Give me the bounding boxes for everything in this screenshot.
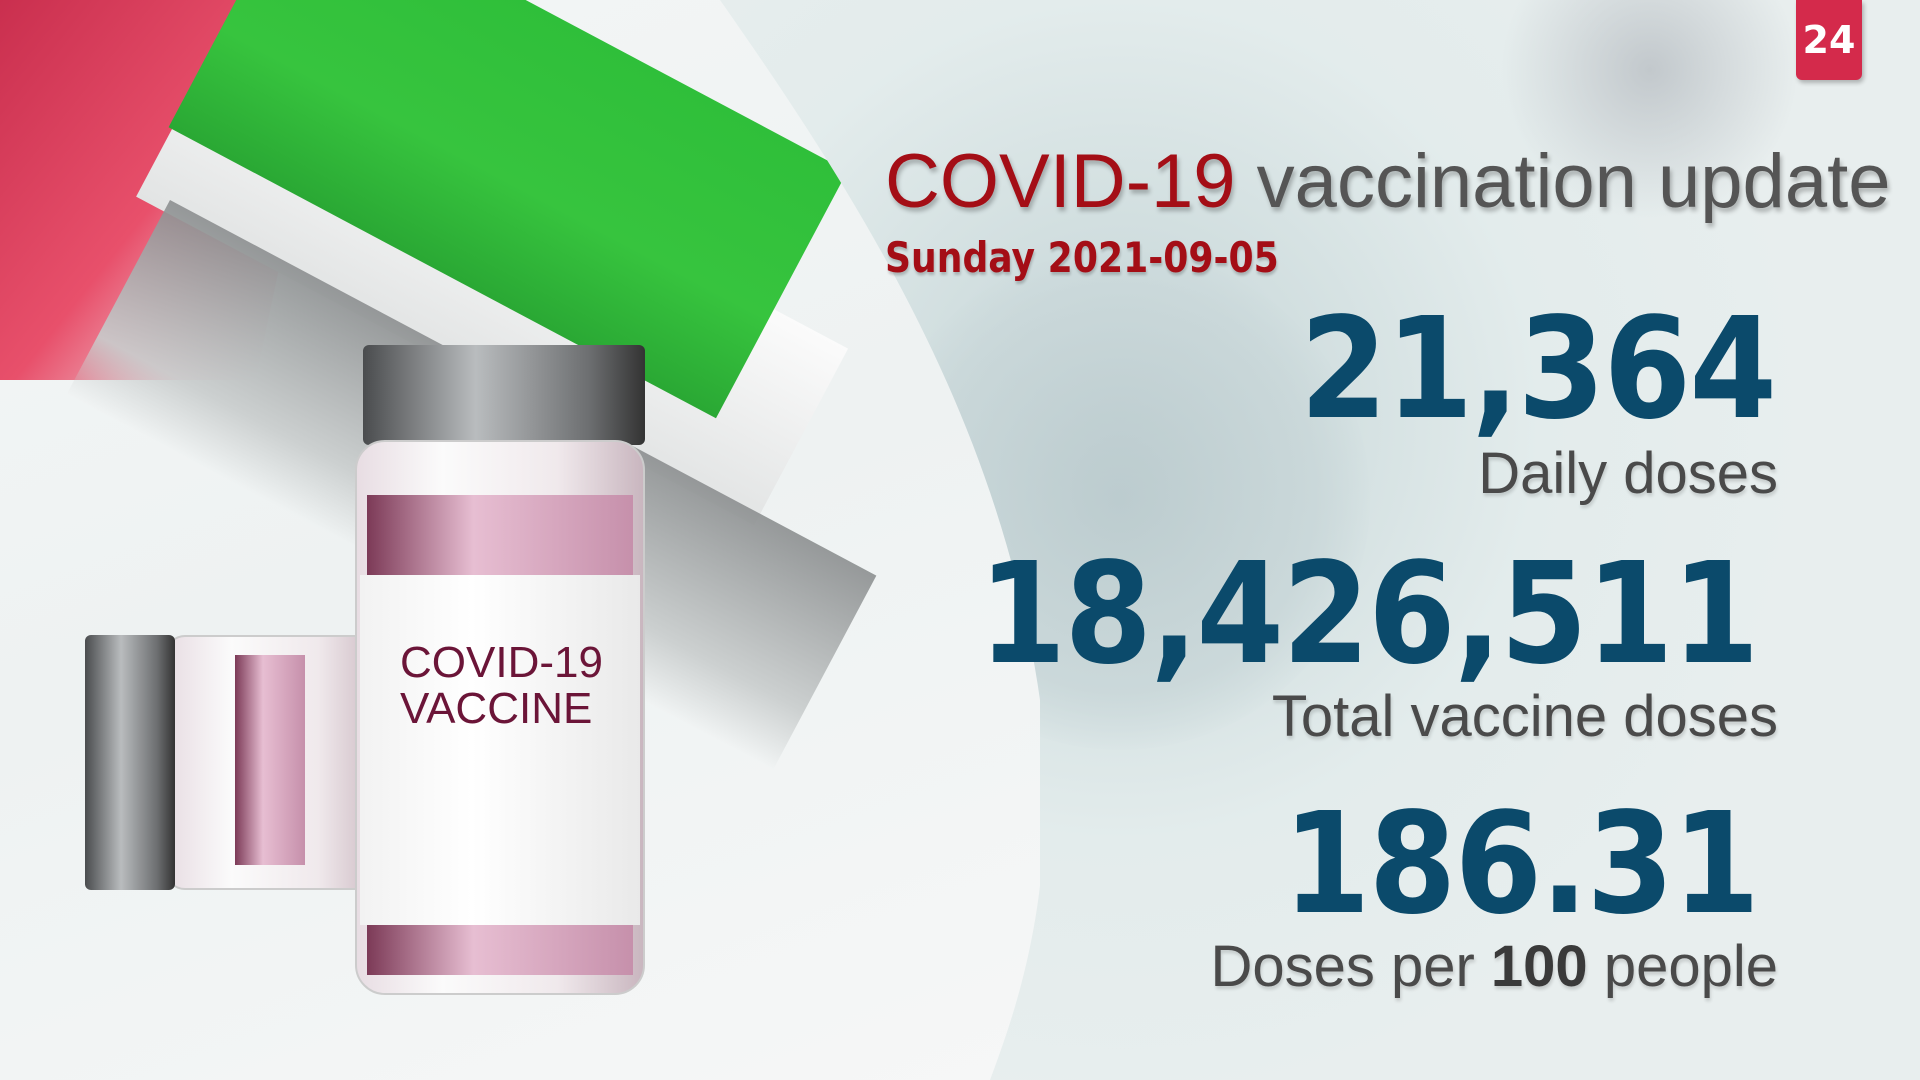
total-doses-label: Total vaccine doses xyxy=(1271,684,1778,749)
vial-label-line2: VACCINE xyxy=(400,684,593,733)
label-part: Doses per xyxy=(1210,934,1491,999)
vaccine-vial-standing xyxy=(355,345,645,995)
update-date: Sunday 2021-09-05 xyxy=(885,233,1279,282)
vial-label: COVID-19 VACCINE xyxy=(400,640,603,732)
page-title: COVID-19 vaccination update xyxy=(885,138,1890,225)
daily-doses-value: 21,364 xyxy=(1299,288,1777,451)
title-highlight: COVID-19 xyxy=(885,139,1236,224)
label-bold-part: 100 xyxy=(1490,934,1588,999)
daily-doses-label: Daily doses xyxy=(1478,441,1778,506)
vaccine-vial-lying xyxy=(85,635,385,890)
logo-text: 24 xyxy=(1802,18,1856,62)
vial-label-line1: COVID-19 xyxy=(400,638,603,687)
title-rest: vaccination update xyxy=(1256,139,1891,224)
label-part: people xyxy=(1587,934,1778,999)
channel-24-logo: 24 xyxy=(1796,0,1862,80)
doses-per-100-value: 186.31 xyxy=(1282,783,1760,946)
doses-per-100-label: Doses per 100 people xyxy=(1210,938,1778,996)
total-doses-value: 18,426,511 xyxy=(978,533,1760,696)
